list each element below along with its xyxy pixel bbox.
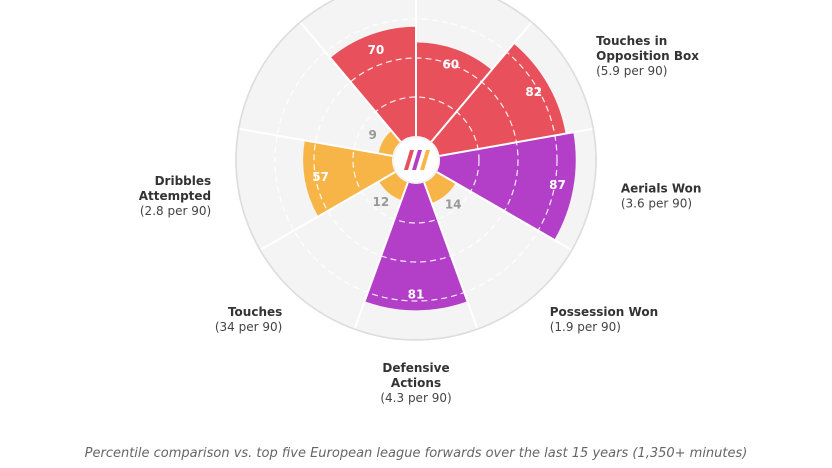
category-label: Touches in Opposition Box (5.9 per 90) (596, 34, 699, 78)
logo-slash (412, 150, 422, 170)
value-label: 87 (549, 178, 566, 192)
logo-slash (404, 150, 414, 170)
radar-outer-ring (235, 0, 597, 341)
category-label: Aerials Won (3.6 per 90) (621, 182, 702, 211)
chart-grid (235, 0, 597, 341)
radar-bar (364, 182, 468, 311)
chart-value-labels: 60 82 87 14 81 12 57 9 70 (312, 43, 566, 301)
category-label: Touches (34 per 90) (215, 305, 282, 334)
radar-ring (352, 96, 480, 224)
radar-spoke (436, 171, 573, 251)
radar-bar (330, 26, 416, 142)
radar-bar (424, 172, 456, 204)
radar-spoke (423, 182, 479, 330)
radar-spoke (299, 21, 402, 143)
radar-spoke (439, 127, 594, 157)
chart-bars (303, 26, 576, 311)
category-label: Possession Won (1.9 per 90) (550, 305, 658, 334)
radar-spoke (259, 171, 396, 251)
category-label: Dribbles Attempted (2.8 per 90) (139, 174, 211, 218)
radar-bar (416, 42, 492, 142)
radar-bar (379, 172, 408, 201)
radar-spoke (353, 182, 409, 330)
value-label: 57 (312, 170, 329, 184)
value-label: 82 (525, 85, 542, 99)
radar-spoke (238, 127, 393, 157)
chart-caption: Percentile comparison vs. top five Europ… (84, 446, 748, 461)
value-label: 14 (445, 197, 462, 211)
radar-bar (303, 140, 396, 217)
value-label: 60 (442, 58, 459, 72)
value-label: 70 (368, 43, 385, 57)
value-label: 12 (372, 195, 389, 209)
logo (394, 138, 438, 182)
value-label: 81 (408, 287, 425, 301)
radar-ring (313, 57, 519, 263)
value-label: 9 (368, 128, 376, 142)
category-label: Defensive Actions (4.3 per 90) (380, 361, 451, 405)
logo-slash (420, 150, 430, 170)
radar-spoke (430, 21, 533, 143)
radar-bar (436, 132, 576, 240)
radar-bar (378, 130, 401, 156)
